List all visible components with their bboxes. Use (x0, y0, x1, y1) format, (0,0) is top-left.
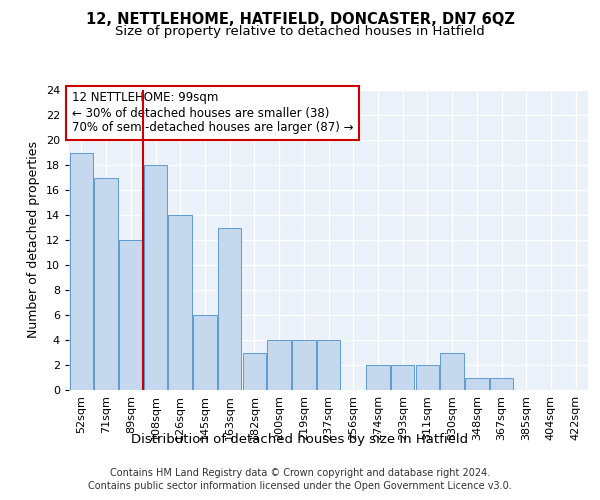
Text: Distribution of detached houses by size in Hatfield: Distribution of detached houses by size … (131, 432, 469, 446)
Bar (317, 340, 340, 390)
Bar (366, 365, 389, 390)
Bar (193, 315, 217, 390)
Bar (119, 240, 143, 390)
Bar (490, 378, 513, 390)
Bar (218, 228, 241, 390)
Bar (416, 365, 439, 390)
Bar (144, 165, 167, 390)
Bar (440, 352, 464, 390)
Bar (70, 152, 93, 390)
Text: 12 NETTLEHOME: 99sqm
← 30% of detached houses are smaller (38)
70% of semi-detac: 12 NETTLEHOME: 99sqm ← 30% of detached h… (71, 92, 353, 134)
Text: Contains public sector information licensed under the Open Government Licence v3: Contains public sector information licen… (88, 481, 512, 491)
Bar (94, 178, 118, 390)
Bar (391, 365, 415, 390)
Text: Size of property relative to detached houses in Hatfield: Size of property relative to detached ho… (115, 25, 485, 38)
Bar (268, 340, 291, 390)
Bar (292, 340, 316, 390)
Bar (242, 352, 266, 390)
Bar (169, 215, 192, 390)
Y-axis label: Number of detached properties: Number of detached properties (27, 142, 40, 338)
Bar (465, 378, 488, 390)
Text: Contains HM Land Registry data © Crown copyright and database right 2024.: Contains HM Land Registry data © Crown c… (110, 468, 490, 477)
Text: 12, NETTLEHOME, HATFIELD, DONCASTER, DN7 6QZ: 12, NETTLEHOME, HATFIELD, DONCASTER, DN7… (86, 12, 514, 28)
